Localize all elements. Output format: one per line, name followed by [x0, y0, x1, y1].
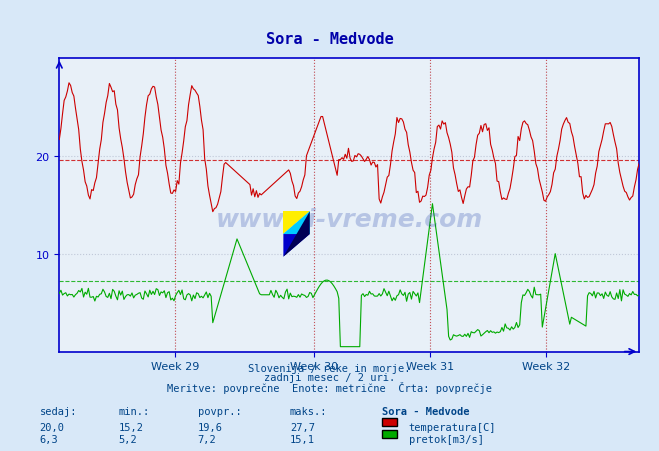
Text: min.:: min.:: [119, 406, 150, 416]
Text: 15,1: 15,1: [290, 434, 315, 444]
Polygon shape: [283, 212, 310, 235]
Text: Sora - Medvode: Sora - Medvode: [266, 32, 393, 46]
Text: Slovenija / reke in morje.: Slovenija / reke in morje.: [248, 363, 411, 373]
Polygon shape: [283, 212, 310, 235]
Text: 7,2: 7,2: [198, 434, 216, 444]
Text: maks.:: maks.:: [290, 406, 328, 416]
Text: 19,6: 19,6: [198, 422, 223, 432]
Text: 15,2: 15,2: [119, 422, 144, 432]
Text: www.si-vreme.com: www.si-vreme.com: [215, 208, 483, 232]
Polygon shape: [283, 235, 310, 257]
Text: povpr.:: povpr.:: [198, 406, 241, 416]
Text: Sora - Medvode: Sora - Medvode: [382, 406, 470, 416]
Text: Meritve: povprečne  Enote: metrične  Črta: povprečje: Meritve: povprečne Enote: metrične Črta:…: [167, 381, 492, 393]
Polygon shape: [283, 212, 310, 257]
Text: 5,2: 5,2: [119, 434, 137, 444]
Text: 6,3: 6,3: [40, 434, 58, 444]
Text: pretok[m3/s]: pretok[m3/s]: [409, 434, 484, 444]
Text: zadnji mesec / 2 uri.: zadnji mesec / 2 uri.: [264, 372, 395, 382]
Text: 20,0: 20,0: [40, 422, 65, 432]
Text: temperatura[C]: temperatura[C]: [409, 422, 496, 432]
Text: 27,7: 27,7: [290, 422, 315, 432]
Text: sedaj:: sedaj:: [40, 406, 77, 416]
